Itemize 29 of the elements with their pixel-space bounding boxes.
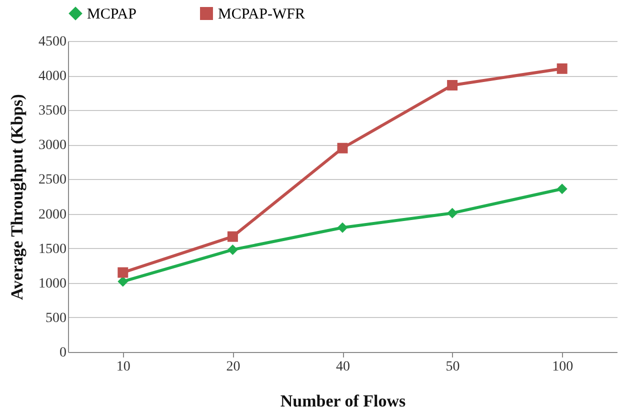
y-tick-label: 4000 [38, 69, 66, 84]
y-tick-label: 3000 [38, 138, 66, 154]
point [227, 244, 238, 255]
point [556, 184, 568, 194]
point [447, 208, 458, 218]
y-axis-title: Average Throughput (Kbps) [8, 94, 26, 300]
x-tick-label: 10 [116, 360, 130, 374]
y-tick-label: 0 [60, 346, 66, 360]
y-tick-label: 1500 [38, 242, 66, 257]
x-tick-label: 50 [446, 360, 460, 374]
point [118, 276, 128, 287]
y-tick-label: 500 [46, 310, 66, 326]
point [118, 267, 128, 278]
point [447, 80, 458, 90]
y-tick-label: 3500 [38, 104, 66, 119]
y-tick-label: 1000 [38, 276, 66, 292]
x-tick-label: 100 [552, 360, 574, 374]
x-tick-label: 40 [336, 360, 350, 374]
x-axis-title: Number of Flows [280, 392, 406, 410]
point [337, 222, 348, 233]
legend-label: MCPAP-WFR [218, 6, 305, 23]
point [556, 63, 568, 74]
y-tick-label: 4500 [38, 34, 66, 50]
point [337, 142, 348, 154]
point [227, 231, 238, 242]
y-tick-label: 2000 [38, 207, 66, 222]
y-tick-label: 2500 [38, 172, 66, 188]
x-tick-label: 20 [226, 360, 240, 374]
legend-label: MCPAP [87, 6, 136, 23]
